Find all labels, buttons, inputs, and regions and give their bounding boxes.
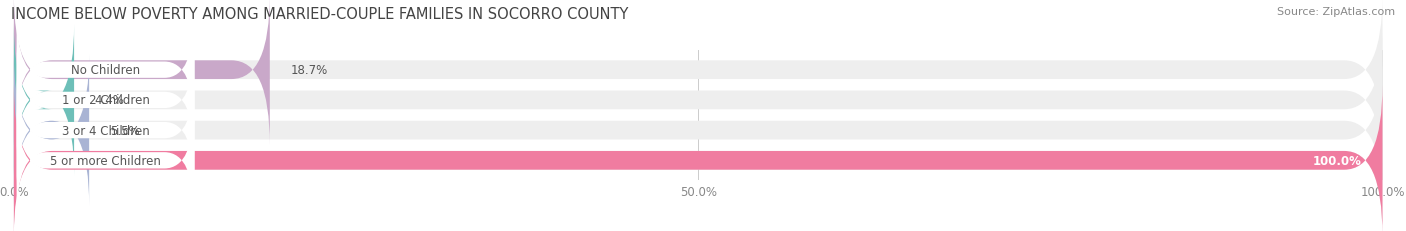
FancyBboxPatch shape <box>14 26 1382 175</box>
FancyBboxPatch shape <box>14 56 1382 205</box>
FancyBboxPatch shape <box>14 0 270 145</box>
Text: 18.7%: 18.7% <box>290 64 328 77</box>
Text: 4.4%: 4.4% <box>94 94 125 107</box>
Text: 5 or more Children: 5 or more Children <box>51 154 162 167</box>
Text: INCOME BELOW POVERTY AMONG MARRIED-COUPLE FAMILIES IN SOCORRO COUNTY: INCOME BELOW POVERTY AMONG MARRIED-COUPL… <box>11 7 628 22</box>
FancyBboxPatch shape <box>17 103 194 219</box>
FancyBboxPatch shape <box>14 86 1382 231</box>
FancyBboxPatch shape <box>17 43 194 158</box>
Text: 100.0%: 100.0% <box>1313 154 1362 167</box>
FancyBboxPatch shape <box>14 56 89 205</box>
FancyBboxPatch shape <box>14 0 1382 145</box>
Text: 1 or 2 Children: 1 or 2 Children <box>62 94 149 107</box>
FancyBboxPatch shape <box>14 86 1382 231</box>
Text: No Children: No Children <box>72 64 141 77</box>
Text: Source: ZipAtlas.com: Source: ZipAtlas.com <box>1277 7 1395 17</box>
FancyBboxPatch shape <box>17 12 194 128</box>
FancyBboxPatch shape <box>17 73 194 188</box>
Text: 5.5%: 5.5% <box>110 124 139 137</box>
FancyBboxPatch shape <box>14 26 75 175</box>
Text: 3 or 4 Children: 3 or 4 Children <box>62 124 149 137</box>
